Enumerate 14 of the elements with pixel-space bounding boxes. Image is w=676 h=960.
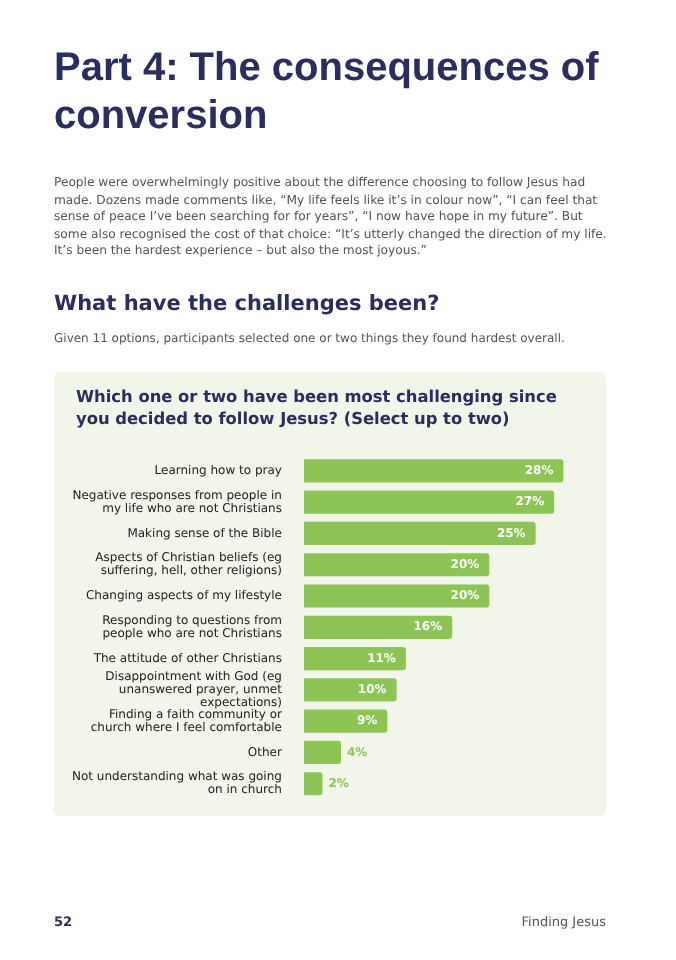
bar xyxy=(303,490,555,514)
bar xyxy=(303,678,397,702)
bar xyxy=(303,615,453,639)
bar xyxy=(303,553,490,577)
bar xyxy=(303,521,536,546)
chart-title: Which one or two have been most challenging since you decided to follow Jesus? (Select up to two) xyxy=(76,386,559,430)
text: Part 4: The consequences of conversion xyxy=(54,44,601,140)
bar xyxy=(303,740,342,765)
bar xyxy=(303,459,564,483)
text: What have the challenges been? xyxy=(54,292,440,316)
bar xyxy=(303,584,490,608)
bar xyxy=(303,772,323,796)
bar xyxy=(303,709,388,733)
bar xyxy=(303,647,406,671)
